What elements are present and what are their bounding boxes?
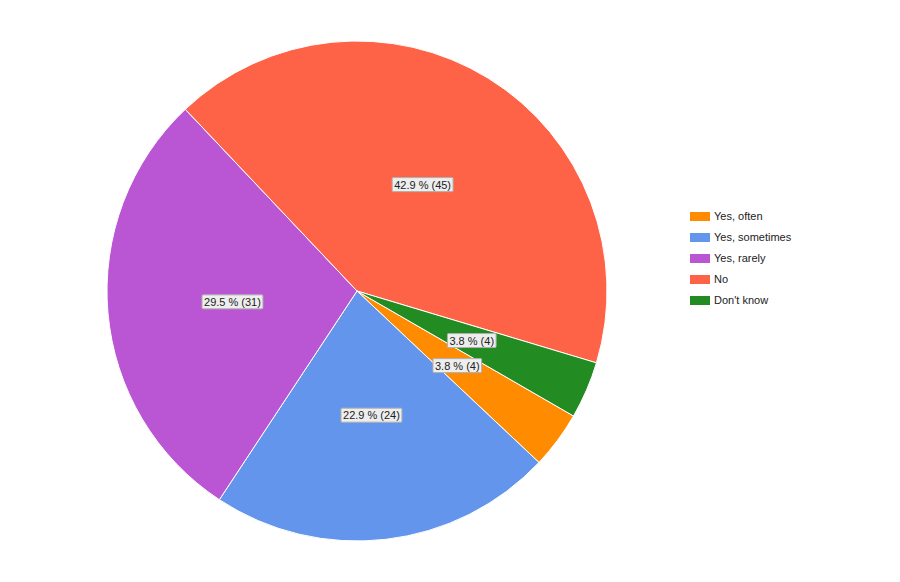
legend-swatch bbox=[690, 212, 710, 221]
data-label-box bbox=[341, 408, 402, 422]
pie-slice bbox=[185, 41, 607, 363]
data-label: 3.8 % (4) bbox=[447, 334, 496, 348]
data-label: 42.9 % (45) bbox=[392, 178, 453, 192]
data-label: 22.9 % (24) bbox=[341, 408, 402, 422]
slices bbox=[107, 41, 607, 541]
legend-swatch bbox=[690, 233, 710, 242]
legend-label: Yes, often bbox=[714, 210, 763, 222]
legend-swatch bbox=[690, 296, 710, 305]
data-label-text: 42.9 % (45) bbox=[394, 179, 451, 191]
legend-label: Yes, sometimes bbox=[714, 231, 792, 243]
data-label-text: 3.8 % (4) bbox=[435, 360, 480, 372]
legend: Yes, often Yes, sometimes Yes, rarely No Don… bbox=[690, 210, 792, 306]
legend-label: No bbox=[714, 273, 728, 285]
data-label-box bbox=[447, 334, 496, 348]
legend-label: Don't know bbox=[714, 294, 768, 306]
legend-label: Yes, rarely bbox=[714, 252, 766, 264]
data-label-box bbox=[392, 178, 453, 192]
data-label-text: 29.5 % (31) bbox=[204, 296, 261, 308]
data-label-text: 22.9 % (24) bbox=[343, 409, 400, 421]
data-label: 29.5 % (31) bbox=[202, 295, 263, 309]
data-label-box bbox=[202, 295, 263, 309]
data-labels: 3.8 % (4) 22.9 % (24) 29.5 % (31) 42.9 % (4… bbox=[202, 178, 496, 423]
data-label-text: 3.8 % (4) bbox=[449, 335, 494, 347]
chart-svg: 3.8 % (4) 22.9 % (24) 29.5 % (31) 42.9 % (4… bbox=[0, 0, 900, 582]
legend-swatch bbox=[690, 254, 710, 263]
chart-container: 3.8 % (4) 22.9 % (24) 29.5 % (31) 42.9 % (4… bbox=[0, 0, 900, 582]
pie-slice bbox=[357, 291, 596, 416]
data-label-box bbox=[433, 359, 482, 373]
data-label: 3.8 % (4) bbox=[433, 359, 482, 373]
legend-swatch bbox=[690, 275, 710, 284]
